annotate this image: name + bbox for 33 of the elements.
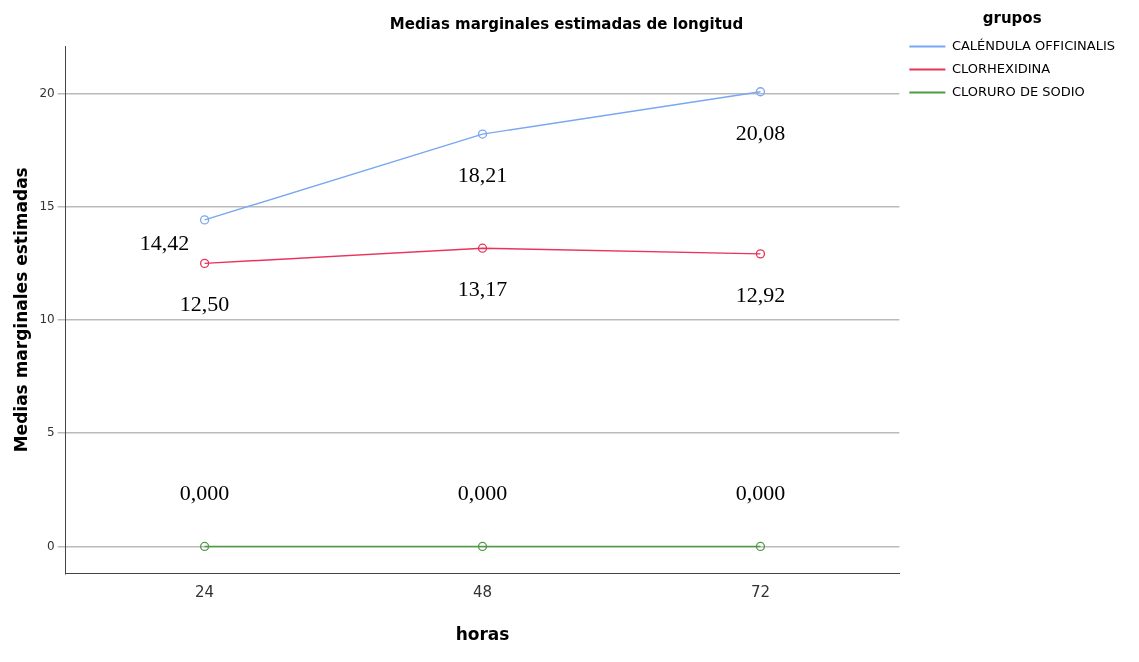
data-label: 18,21 (457, 161, 508, 187)
point (477, 129, 488, 139)
y-tick-label: 15 (39, 198, 55, 213)
point (477, 243, 488, 253)
point (755, 249, 766, 259)
x-tick-label: 72 (750, 583, 770, 602)
data-label: 20,08 (735, 119, 786, 145)
data-label: 14,42 (139, 229, 190, 255)
point (199, 215, 210, 225)
y-axis-title: Medias marginales estimadas (10, 167, 31, 453)
legend-label: CALÉNDULA OFFICINALIS (951, 37, 1115, 53)
y-tick-label: 10 (39, 312, 55, 327)
x-axis-title: horas (455, 624, 510, 645)
data-label: 12,50 (179, 291, 230, 317)
y-tick-label: 5 (47, 425, 55, 440)
data-label: 13,17 (457, 275, 508, 301)
point (755, 541, 766, 552)
point (755, 87, 766, 97)
point (199, 258, 210, 269)
data-label: 0,000 (735, 480, 786, 506)
chart-title: Medias marginales estimadas de longitud (389, 14, 744, 33)
y-tick-label: 0 (47, 538, 55, 553)
point (477, 541, 488, 552)
y-tick-label: 20 (39, 85, 55, 100)
data-label: 0,000 (457, 480, 508, 506)
data-label: 12,92 (735, 281, 786, 307)
point (199, 541, 210, 552)
x-tick-label: 24 (195, 583, 215, 602)
x-tick-label: 48 (472, 583, 493, 602)
legend-label: CLORURO DE SODIO (951, 83, 1085, 99)
data-label: 0,000 (179, 480, 230, 506)
legend-label: CLORHEXIDINA (951, 60, 1051, 76)
legend-title: grupos (982, 9, 1042, 28)
